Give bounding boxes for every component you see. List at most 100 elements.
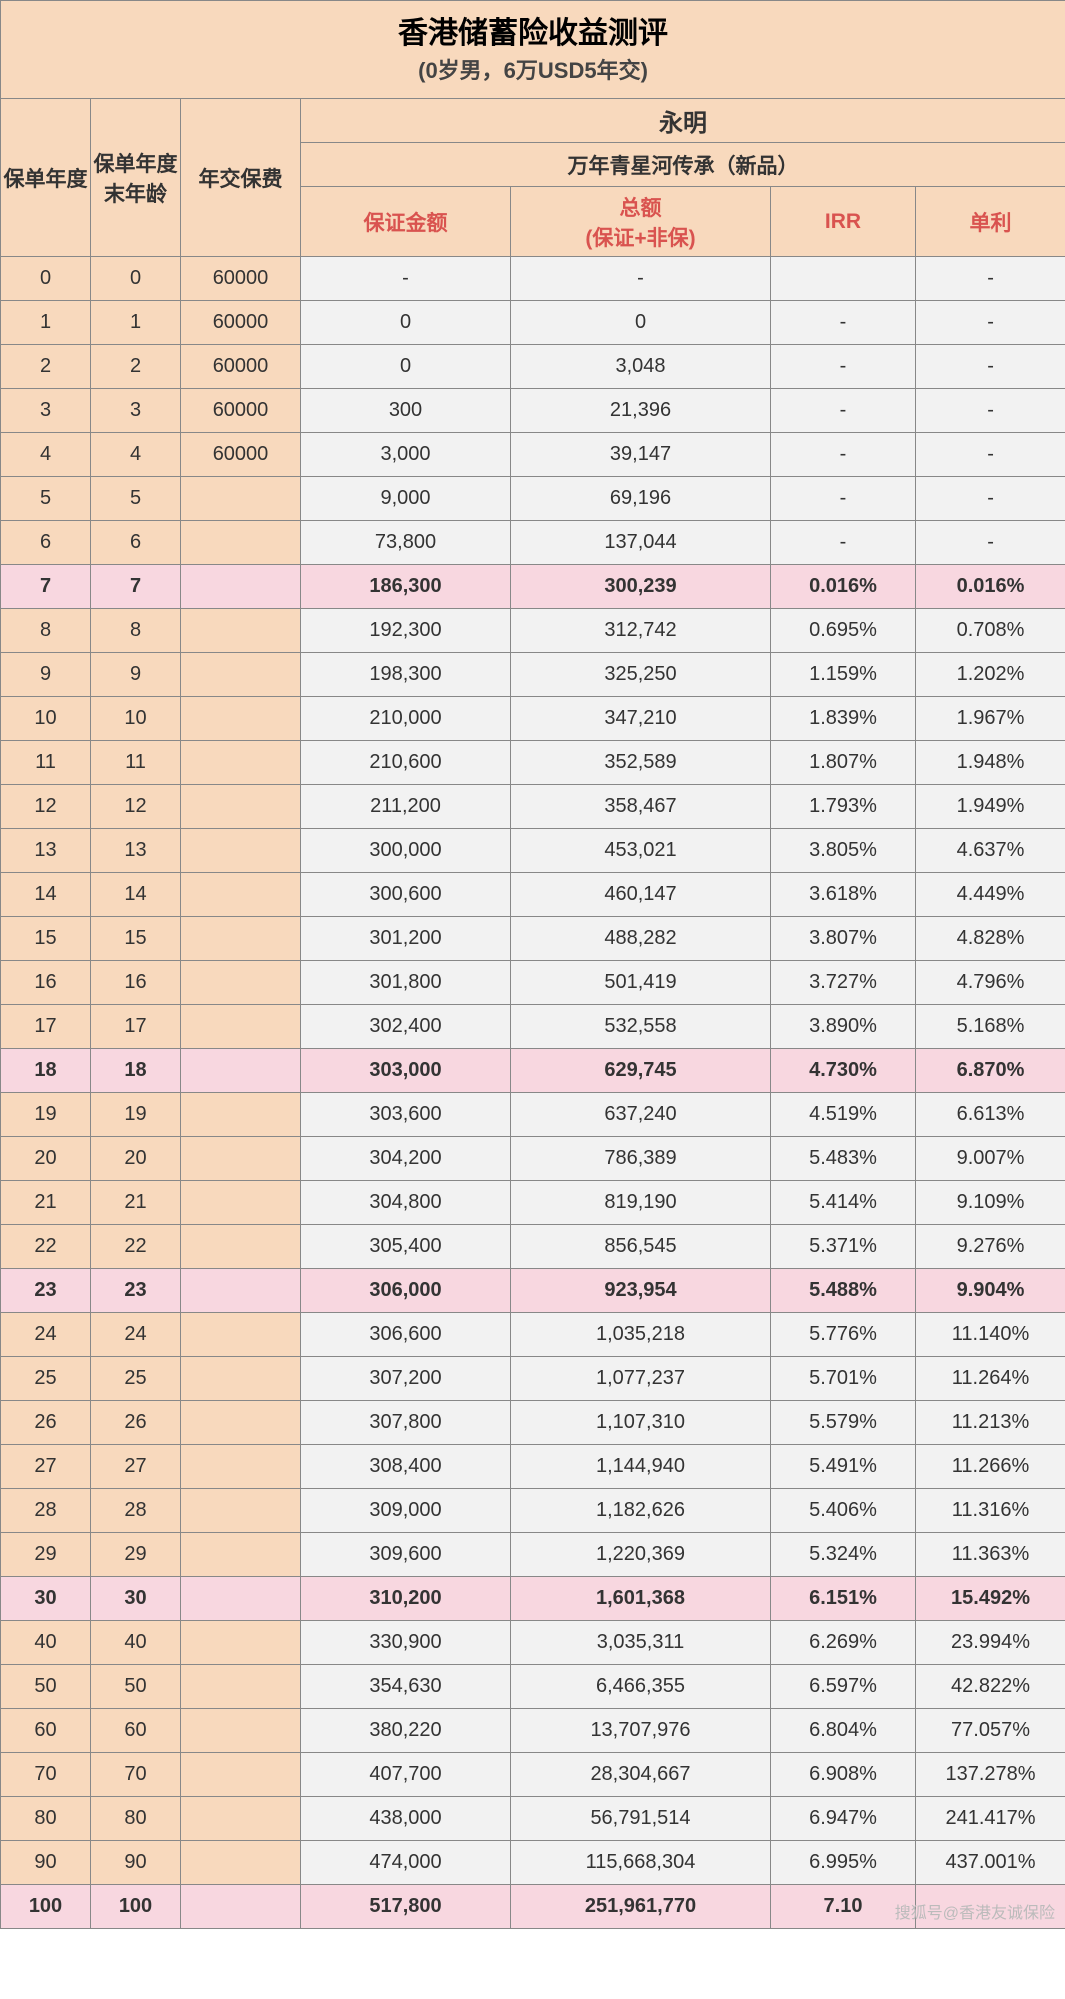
cell-age: 1: [91, 301, 181, 345]
cell-guaranteed: 330,900: [301, 1621, 511, 1665]
cell-total: 923,954: [511, 1269, 771, 1313]
cell-irr: 6.597%: [771, 1665, 916, 1709]
cell-irr: 5.776%: [771, 1313, 916, 1357]
cell-age: 11: [91, 741, 181, 785]
cell-age: 12: [91, 785, 181, 829]
cell-age: 9: [91, 653, 181, 697]
cell-simple: 4.796%: [916, 961, 1065, 1005]
cell-irr: -: [771, 345, 916, 389]
hdr-guaranteed: 保证金额: [301, 187, 511, 257]
cell-irr: 6.908%: [771, 1753, 916, 1797]
cell-premium: [181, 1269, 301, 1313]
title-main: 香港储蓄险收益测评: [1, 14, 1065, 53]
table-row: 2727308,4001,144,9405.491%11.266%: [1, 1445, 1065, 1489]
cell-year: 23: [1, 1269, 91, 1313]
table-row: 2323306,000923,9545.488%9.904%: [1, 1269, 1065, 1313]
cell-total: 1,107,310: [511, 1401, 771, 1445]
cell-simple: 1.948%: [916, 741, 1065, 785]
cell-year: 26: [1, 1401, 91, 1445]
cell-irr: 1.159%: [771, 653, 916, 697]
cell-guaranteed: 9,000: [301, 477, 511, 521]
cell-irr: 5.701%: [771, 1357, 916, 1401]
hdr-irr: IRR: [771, 187, 916, 257]
hdr-total-line2: (保证+非保): [511, 222, 770, 252]
cell-simple: 1.949%: [916, 785, 1065, 829]
cell-simple: 5.168%: [916, 1005, 1065, 1049]
cell-simple: 23.994%: [916, 1621, 1065, 1665]
cell-premium: [181, 1753, 301, 1797]
cell-simple: 137.278%: [916, 1753, 1065, 1797]
cell-guaranteed: 192,300: [301, 609, 511, 653]
cell-guaranteed: 211,200: [301, 785, 511, 829]
cell-irr: -: [771, 389, 916, 433]
table-row: 2424306,6001,035,2185.776%11.140%: [1, 1313, 1065, 1357]
cell-irr: 6.995%: [771, 1841, 916, 1885]
cell-total: 1,077,237: [511, 1357, 771, 1401]
cell-total: 637,240: [511, 1093, 771, 1137]
table-row: 88192,300312,7420.695%0.708%: [1, 609, 1065, 653]
cell-total: 137,044: [511, 521, 771, 565]
cell-simple: 241.417%: [916, 1797, 1065, 1841]
cell-premium: [181, 477, 301, 521]
cell-total: 0: [511, 301, 771, 345]
cell-total: 300,239: [511, 565, 771, 609]
cell-premium: [181, 829, 301, 873]
cell-premium: 60000: [181, 257, 301, 301]
cell-year: 100: [1, 1885, 91, 1929]
cell-year: 16: [1, 961, 91, 1005]
cell-total: 3,035,311: [511, 1621, 771, 1665]
cell-guaranteed: 306,600: [301, 1313, 511, 1357]
cell-total: 460,147: [511, 873, 771, 917]
cell-premium: [181, 1093, 301, 1137]
cell-age: 4: [91, 433, 181, 477]
cell-year: 27: [1, 1445, 91, 1489]
cell-age: 60: [91, 1709, 181, 1753]
cell-year: 90: [1, 1841, 91, 1885]
cell-premium: [181, 565, 301, 609]
cell-age: 40: [91, 1621, 181, 1665]
cell-irr: 5.579%: [771, 1401, 916, 1445]
cell-total: 13,707,976: [511, 1709, 771, 1753]
watermark: 搜狐号@香港友诚保险: [895, 1899, 1055, 1923]
cell-guaranteed: 302,400: [301, 1005, 511, 1049]
cell-premium: [181, 1489, 301, 1533]
cell-year: 7: [1, 565, 91, 609]
cell-irr: 5.488%: [771, 1269, 916, 1313]
cell-year: 5: [1, 477, 91, 521]
hdr-simple: 单利: [916, 187, 1065, 257]
table-row: 336000030021,396--: [1, 389, 1065, 433]
cell-irr: 6.269%: [771, 1621, 916, 1665]
cell-simple: 0.708%: [916, 609, 1065, 653]
cell-premium: [181, 1005, 301, 1049]
cell-age: 14: [91, 873, 181, 917]
cell-guaranteed: 210,600: [301, 741, 511, 785]
cell-irr: -: [771, 477, 916, 521]
table-row: 2121304,800819,1905.414%9.109%: [1, 1181, 1065, 1225]
cell-guaranteed: 73,800: [301, 521, 511, 565]
cell-simple: -: [916, 257, 1065, 301]
insurance-table: 香港储蓄险收益测评 (0岁男，6万USD5年交) 保单年度 保单年度末年龄 年交…: [0, 0, 1065, 1929]
cell-premium: [181, 1357, 301, 1401]
cell-year: 9: [1, 653, 91, 697]
cell-year: 70: [1, 1753, 91, 1797]
table-row: 1919303,600637,2404.519%6.613%: [1, 1093, 1065, 1137]
cell-guaranteed: 300,000: [301, 829, 511, 873]
cell-age: 24: [91, 1313, 181, 1357]
table-row: 77186,300300,2390.016%0.016%: [1, 565, 1065, 609]
cell-simple: -: [916, 301, 1065, 345]
cell-guaranteed: 305,400: [301, 1225, 511, 1269]
cell-irr: 6.151%: [771, 1577, 916, 1621]
cell-year: 19: [1, 1093, 91, 1137]
cell-irr: 4.519%: [771, 1093, 916, 1137]
cell-year: 25: [1, 1357, 91, 1401]
table-row: 1515301,200488,2823.807%4.828%: [1, 917, 1065, 961]
cell-simple: 4.449%: [916, 873, 1065, 917]
hdr-policy-year: 保单年度: [1, 99, 91, 257]
cell-age: 13: [91, 829, 181, 873]
cell-total: 819,190: [511, 1181, 771, 1225]
cell-guaranteed: 303,000: [301, 1049, 511, 1093]
cell-irr: 3.807%: [771, 917, 916, 961]
cell-irr: 5.491%: [771, 1445, 916, 1489]
cell-irr: 5.406%: [771, 1489, 916, 1533]
cell-premium: [181, 1401, 301, 1445]
